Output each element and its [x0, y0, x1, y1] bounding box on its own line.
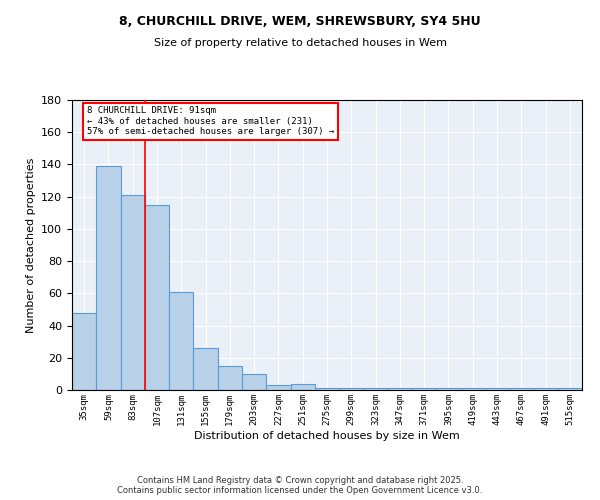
Bar	[266, 385, 290, 390]
Bar	[169, 292, 193, 390]
Bar	[558, 388, 582, 390]
Text: Size of property relative to detached houses in Wem: Size of property relative to detached ho…	[154, 38, 446, 48]
Bar	[461, 388, 485, 390]
Bar	[145, 204, 169, 390]
Bar	[290, 384, 315, 390]
Bar	[72, 312, 96, 390]
Bar	[339, 388, 364, 390]
Text: 8 CHURCHILL DRIVE: 91sqm
← 43% of detached houses are smaller (231)
57% of semi-: 8 CHURCHILL DRIVE: 91sqm ← 43% of detach…	[87, 106, 334, 136]
Bar	[315, 388, 339, 390]
Bar	[218, 366, 242, 390]
Text: Contains public sector information licensed under the Open Government Licence v3: Contains public sector information licen…	[118, 486, 482, 495]
Bar	[364, 388, 388, 390]
Bar	[485, 388, 509, 390]
Bar	[121, 195, 145, 390]
Bar	[96, 166, 121, 390]
X-axis label: Distribution of detached houses by size in Wem: Distribution of detached houses by size …	[194, 430, 460, 440]
Text: Contains HM Land Registry data © Crown copyright and database right 2025.: Contains HM Land Registry data © Crown c…	[137, 476, 463, 485]
Text: 8, CHURCHILL DRIVE, WEM, SHREWSBURY, SY4 5HU: 8, CHURCHILL DRIVE, WEM, SHREWSBURY, SY4…	[119, 15, 481, 28]
Bar	[533, 388, 558, 390]
Y-axis label: Number of detached properties: Number of detached properties	[26, 158, 35, 332]
Bar	[242, 374, 266, 390]
Bar	[388, 388, 412, 390]
Bar	[436, 388, 461, 390]
Bar	[509, 388, 533, 390]
Bar	[412, 388, 436, 390]
Bar	[193, 348, 218, 390]
